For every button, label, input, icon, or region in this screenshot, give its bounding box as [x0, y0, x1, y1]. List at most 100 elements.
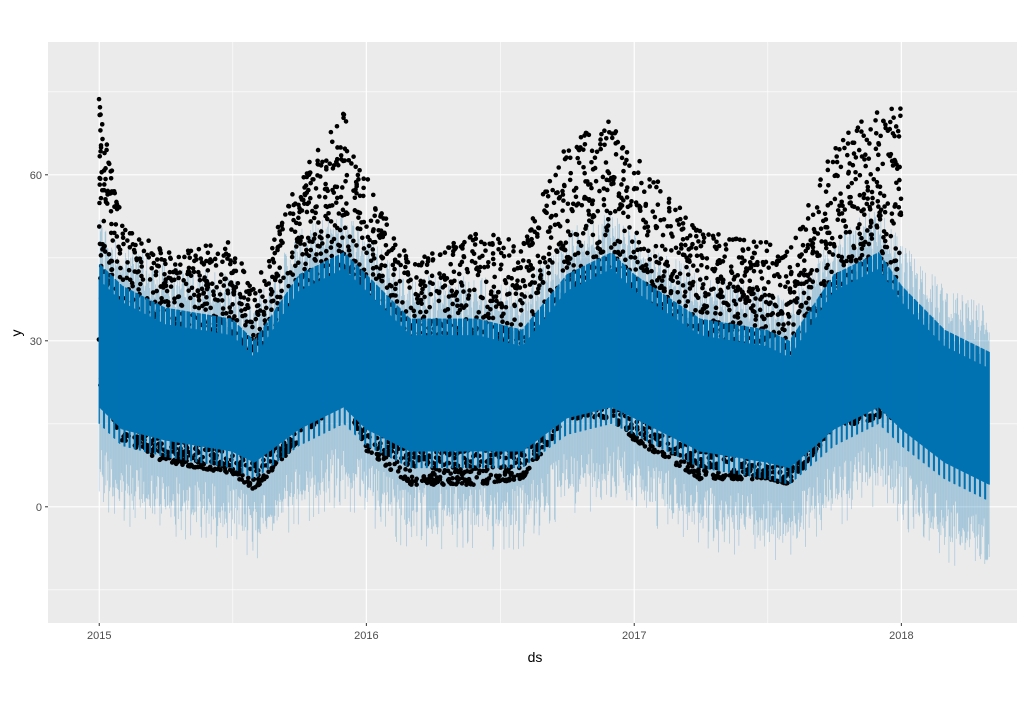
- observed-point: [303, 183, 309, 188]
- observed-point: [196, 305, 202, 311]
- observed-point: [503, 304, 509, 310]
- observed-point: [231, 289, 237, 294]
- observed-point: [364, 250, 369, 256]
- observed-point: [162, 258, 167, 263]
- observed-point: [197, 273, 202, 278]
- observed-point: [344, 201, 349, 206]
- observed-point: [498, 262, 504, 268]
- observed-point: [223, 311, 229, 316]
- observed-point: [393, 293, 398, 298]
- observed-point: [389, 283, 394, 289]
- observed-point: [508, 464, 514, 470]
- observed-point: [371, 256, 377, 261]
- observed-point: [471, 251, 477, 257]
- observed-point: [430, 251, 435, 256]
- observed-point: [351, 154, 356, 159]
- observed-point: [196, 297, 202, 303]
- observed-point: [366, 243, 372, 249]
- observed-point: [257, 326, 263, 332]
- observed-point: [204, 294, 209, 300]
- observed-point: [430, 281, 435, 287]
- observed-point: [305, 235, 311, 241]
- observed-point: [491, 232, 496, 238]
- observed-point: [392, 242, 398, 248]
- observed-point: [162, 271, 167, 277]
- observed-point: [306, 253, 312, 259]
- observed-point: [527, 465, 532, 471]
- observed-point: [342, 225, 348, 231]
- observed-point: [189, 285, 195, 291]
- observed-point: [403, 264, 408, 270]
- observed-point: [217, 292, 223, 297]
- observed-point: [445, 306, 451, 312]
- observed-point: [537, 283, 542, 288]
- observed-point: [138, 259, 144, 265]
- observed-point: [232, 259, 237, 265]
- observed-point: [153, 272, 159, 278]
- observed-point: [280, 226, 285, 232]
- observed-point: [215, 298, 221, 303]
- observed-point: [379, 211, 384, 216]
- observed-point: [364, 224, 369, 229]
- observed-point: [408, 305, 414, 311]
- observed-point: [334, 184, 340, 190]
- observed-point: [299, 208, 305, 213]
- observed-point: [233, 268, 239, 274]
- observed-point: [151, 260, 157, 266]
- observed-point: [317, 174, 323, 179]
- observed-point: [226, 253, 231, 258]
- observed-point: [495, 236, 501, 242]
- observed-point: [491, 261, 497, 267]
- observed-point: [542, 260, 548, 265]
- observed-point: [262, 278, 267, 284]
- observed-point: [318, 229, 324, 234]
- observed-point: [168, 284, 174, 289]
- observed-point: [240, 473, 245, 478]
- observed-point: [215, 251, 221, 257]
- observed-point: [357, 193, 363, 199]
- observed-point: [275, 273, 281, 278]
- observed-point: [329, 253, 335, 259]
- observed-point: [195, 288, 201, 293]
- observed-point: [380, 255, 386, 261]
- observed-point: [532, 218, 538, 224]
- observed-point: [318, 251, 324, 256]
- observed-point: [241, 269, 247, 275]
- observed-point: [548, 235, 554, 240]
- observed-point: [372, 213, 378, 219]
- observed-point: [407, 468, 413, 473]
- observed-point: [501, 254, 507, 259]
- observed-point: [117, 251, 123, 256]
- observed-point: [209, 281, 215, 287]
- observed-point: [511, 249, 516, 254]
- observed-point: [483, 279, 489, 285]
- observed-point: [121, 241, 126, 247]
- observed-point: [197, 277, 203, 283]
- observed-point: [384, 222, 390, 227]
- observed-point: [390, 245, 396, 251]
- observed-point: [547, 245, 552, 250]
- observed-point: [328, 129, 334, 135]
- observed-point: [308, 180, 313, 186]
- observed-point: [517, 285, 523, 290]
- observed-point: [149, 265, 154, 271]
- observed-point: [532, 280, 538, 285]
- observed-point: [297, 221, 302, 227]
- observed-point: [504, 320, 510, 326]
- observed-point: [139, 273, 144, 279]
- observed-point: [283, 453, 288, 459]
- observed-point: [412, 313, 417, 319]
- observed-point: [455, 303, 460, 309]
- observed-point: [280, 240, 285, 246]
- observed-point: [228, 258, 233, 263]
- observed-point: [196, 246, 202, 252]
- observed-point: [117, 205, 122, 210]
- observed-point: [125, 238, 130, 243]
- observed-point: [354, 243, 359, 248]
- observed-point: [114, 259, 120, 264]
- observed-point: [467, 288, 472, 293]
- observed-point: [220, 306, 226, 311]
- observed-point: [452, 278, 457, 284]
- observed-point: [343, 119, 349, 124]
- observed-point: [512, 317, 517, 322]
